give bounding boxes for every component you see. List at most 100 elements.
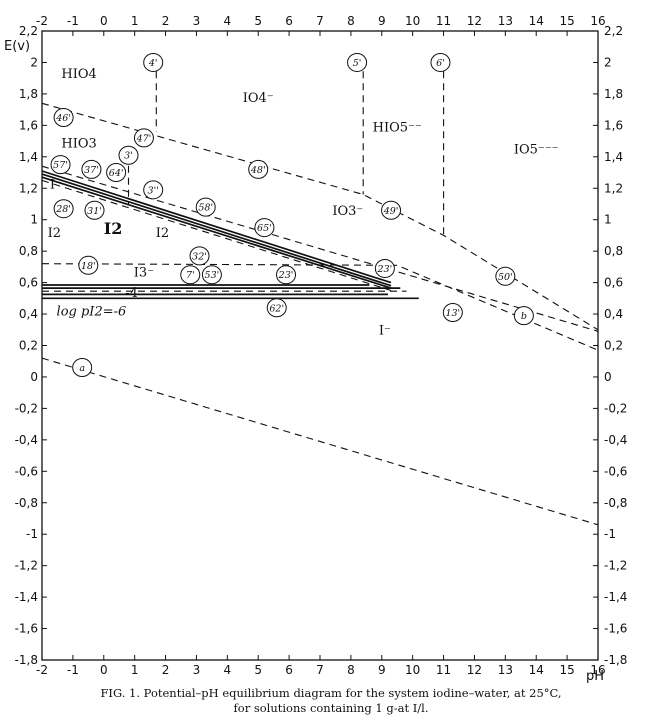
annotation-circle <box>189 246 210 266</box>
x-tick-label: 14 <box>529 663 544 677</box>
x-tick-label: 11 <box>436 663 451 677</box>
annotation-13p: 13' <box>442 302 463 322</box>
species-label: I2 <box>104 219 123 238</box>
annotation-circle <box>81 159 102 179</box>
annotation-text: a <box>79 363 85 374</box>
species-label: HIO5⁻⁻ <box>373 121 422 136</box>
x-top-tick-label: 6 <box>285 14 293 28</box>
annotation-text: 57' <box>53 160 68 171</box>
y-right-tick-label: -1,2 <box>604 559 627 573</box>
y-right-tick-label: -0,8 <box>604 496 627 510</box>
annotation-circle <box>84 200 105 220</box>
annotation-text: 50' <box>498 272 513 283</box>
annotation-32p: 32' <box>189 246 210 266</box>
annotation-circle <box>118 145 139 165</box>
annotation-circle <box>72 358 93 378</box>
y-tick-label: -1,4 <box>15 590 38 604</box>
annotation-text: 62' <box>269 303 284 314</box>
y-tick-label: 1,4 <box>19 150 38 164</box>
y-tick-label: -0,2 <box>15 401 38 415</box>
series-line <box>41 170 392 284</box>
annotation-text: 5' <box>353 58 362 69</box>
x-top-tick-label: 10 <box>405 14 420 28</box>
annotation-48p: 48' <box>248 159 269 179</box>
x-tick-label: 7 <box>316 663 324 677</box>
annotation-circle <box>143 180 164 200</box>
annotation-53p: 53' <box>201 265 222 285</box>
x-top-tick-label: 8 <box>347 14 355 28</box>
annotation-circle <box>254 218 275 238</box>
annotation-circle <box>495 266 516 286</box>
y-right-tick-label: 2,2 <box>604 24 623 38</box>
caption-line-2: for solutions containing 1 g-at I/l. <box>233 701 429 715</box>
y-right-tick-label: -1,6 <box>604 622 627 636</box>
annotation-31p: 31' <box>84 200 105 220</box>
y-tick-label: 0,6 <box>19 276 38 290</box>
species-label: I3⁻ <box>134 265 154 280</box>
x-tick-label: 10 <box>405 663 420 677</box>
annotation-text: 13' <box>445 308 460 319</box>
y-right-tick-label: 0,6 <box>604 276 623 290</box>
x-top-tick-label: -1 <box>67 14 79 28</box>
x-tick-label: 1 <box>131 663 139 677</box>
y-tick-label: 0,4 <box>19 307 38 321</box>
y-tick-label: -0,6 <box>15 464 38 478</box>
y-tick-label: 2,2 <box>19 24 38 38</box>
y-tick-label: 1 <box>30 213 38 227</box>
y-axis-left: 2,2 2 1,8 1,6 1,4 1,2 1 0,8 0,6 0,4 0,2 0 -0,2 -0,4 -0… <box>15 24 47 667</box>
y-tick-label: -1,8 <box>15 653 38 667</box>
annotation-4p: 4' <box>143 52 164 72</box>
annotation-3p: 3' <box>118 145 139 165</box>
species-label: I2 <box>48 226 61 241</box>
annotation-57p: 57' <box>50 155 71 175</box>
series-line <box>41 179 392 292</box>
annotation-circle <box>276 265 297 285</box>
annotation-text: 53' <box>205 270 220 281</box>
y-tick-label: -1 <box>26 527 38 541</box>
annotation-circle <box>50 155 71 175</box>
y-right-tick-label: 1 <box>604 213 612 227</box>
annotation-text: 65' <box>257 223 272 234</box>
annotation-58p: 58' <box>195 197 216 217</box>
annotation-text: 48' <box>250 165 266 176</box>
annotation-47p: 47' <box>133 128 154 148</box>
y-tick-label: 1,8 <box>19 87 38 101</box>
annotation-b: b <box>513 306 534 326</box>
y-right-tick-label: 0,8 <box>604 244 623 258</box>
annotation-49p: 49' <box>381 200 402 220</box>
annotation-circle <box>133 128 154 148</box>
annotation-circle <box>381 200 402 220</box>
y-tick-label: 0,2 <box>19 339 38 353</box>
species-label: IO5⁻⁻⁻ <box>514 143 559 158</box>
y-right-tick-label: 0,2 <box>604 339 623 353</box>
y-right-tick-label: 1,4 <box>604 150 623 164</box>
annotation-circle <box>78 255 99 275</box>
annotation-50p: 50' <box>495 266 516 286</box>
annotation-64p: 64' <box>106 163 127 183</box>
y-tick-label: -1,6 <box>15 622 38 636</box>
annotation-text: 18' <box>81 261 96 272</box>
annotation-text: 23' <box>377 264 393 275</box>
x-top-tick-label: 15 <box>559 14 574 28</box>
x-top-tick-label: -2 <box>36 14 48 28</box>
x-tick-label: 16 <box>590 663 605 677</box>
caption-line-1: FIG. 1. Potential–pH equilibrium diagram… <box>100 686 562 700</box>
annotation-6p: 6' <box>430 52 451 72</box>
potential-ph-diagram: -2 -1 0 1 2 3 4 5 6 7 8 9 10 11 12 13 14 15 16 -2 -1 0 1 2 3 4 5 6… <box>4 14 627 684</box>
plot-frame <box>41 30 599 661</box>
x-top-tick-label: 1 <box>131 14 139 28</box>
plot-border <box>41 30 599 661</box>
annotation-text: 23' <box>278 270 294 281</box>
annotation-text: 47' <box>136 133 152 144</box>
y-right-tick-label: 1,8 <box>604 87 623 101</box>
species-label: -4 <box>125 286 138 301</box>
y-tick-label: -1,2 <box>15 559 38 573</box>
x-top-tick-label: 11 <box>436 14 451 28</box>
x-tick-label: 2 <box>162 663 170 677</box>
annotation-circle <box>195 197 216 217</box>
x-tick-label: -2 <box>36 663 48 677</box>
species-label: HIO4 <box>61 67 96 82</box>
annotation-text: 6' <box>436 58 445 69</box>
annotation-23p: 23' <box>374 258 395 278</box>
y-tick-label: 0,8 <box>19 244 38 258</box>
